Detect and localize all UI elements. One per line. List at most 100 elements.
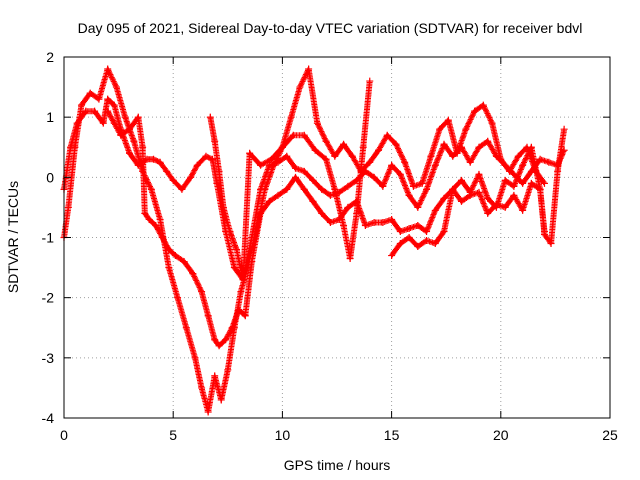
data-point xyxy=(519,206,527,214)
data-point xyxy=(292,164,300,172)
data-point xyxy=(300,131,308,139)
data-point xyxy=(204,312,212,320)
data-point xyxy=(383,131,391,139)
data-point xyxy=(471,107,479,115)
data-point xyxy=(211,137,219,145)
data-point xyxy=(95,95,103,103)
data-point xyxy=(283,185,291,193)
data-point xyxy=(545,158,553,166)
y-tick-label: -1 xyxy=(42,230,55,246)
data-point xyxy=(165,246,173,254)
x-tick-label: 0 xyxy=(60,427,68,443)
data-point xyxy=(313,119,321,127)
y-tick-label: -2 xyxy=(42,290,55,306)
data-point xyxy=(104,95,112,103)
data-point xyxy=(156,215,164,223)
x-tick-label: 20 xyxy=(493,427,509,443)
data-point xyxy=(215,342,223,350)
data-point xyxy=(436,125,444,133)
data-point xyxy=(431,206,439,214)
data-point xyxy=(344,203,352,211)
data-point xyxy=(466,158,474,166)
data-point xyxy=(396,240,404,248)
data-point xyxy=(318,185,326,193)
data-point xyxy=(217,396,225,404)
data-point xyxy=(143,155,151,163)
data-point xyxy=(228,324,236,332)
data-point xyxy=(110,119,118,127)
data-point xyxy=(431,240,439,248)
data-point xyxy=(141,209,149,217)
data-point xyxy=(305,65,313,73)
data-point xyxy=(309,197,317,205)
data-point xyxy=(110,101,118,109)
data-point xyxy=(235,306,243,314)
data-point xyxy=(540,179,548,187)
series-track-2 xyxy=(60,65,548,416)
y-axis-label: SDTVAR / TECUs xyxy=(5,181,21,293)
data-point xyxy=(206,113,214,121)
data-point xyxy=(540,230,548,238)
data-point xyxy=(560,125,568,133)
data-point xyxy=(423,185,431,193)
data-point xyxy=(71,143,79,151)
data-point xyxy=(414,203,422,211)
data-point xyxy=(171,252,179,260)
data-point xyxy=(519,179,527,187)
data-point xyxy=(392,140,400,148)
data-point xyxy=(104,107,112,115)
data-point xyxy=(340,140,348,148)
data-point xyxy=(211,372,219,380)
y-tick-label: 2 xyxy=(46,49,54,65)
data-point xyxy=(501,176,509,184)
x-tick-label: 5 xyxy=(169,427,177,443)
data-point xyxy=(237,288,245,296)
data-point xyxy=(340,221,348,229)
data-point xyxy=(484,194,492,202)
data-point xyxy=(405,191,413,199)
data-point xyxy=(265,197,273,205)
data-point xyxy=(239,276,247,284)
data-point xyxy=(506,167,514,175)
data-point xyxy=(370,218,378,226)
data-point xyxy=(547,240,555,248)
data-point xyxy=(130,137,138,145)
data-point xyxy=(202,152,210,160)
data-point xyxy=(147,185,155,193)
data-point xyxy=(126,125,134,133)
data-point xyxy=(292,173,300,181)
data-point xyxy=(366,77,374,85)
data-point xyxy=(211,336,219,344)
data-point xyxy=(326,191,334,199)
data-point xyxy=(405,234,413,241)
data-point xyxy=(519,161,527,169)
data-point xyxy=(204,408,212,416)
data-point xyxy=(322,155,330,163)
data-point xyxy=(226,227,234,235)
data-point xyxy=(215,167,223,175)
series-track-1 xyxy=(60,95,568,284)
series-track-4 xyxy=(206,77,374,284)
data-point xyxy=(388,215,396,223)
data-point xyxy=(379,218,387,226)
data-point xyxy=(112,83,120,91)
x-tick-label: 15 xyxy=(384,427,400,443)
data-point xyxy=(449,185,457,193)
data-point xyxy=(187,173,195,181)
data-point xyxy=(449,152,457,160)
data-point xyxy=(396,227,404,235)
data-point xyxy=(134,113,142,121)
data-point xyxy=(510,170,518,178)
data-point xyxy=(198,384,206,392)
data-point xyxy=(466,188,474,196)
data-point xyxy=(374,146,382,154)
data-point xyxy=(287,113,295,121)
data-point xyxy=(77,101,85,109)
data-point xyxy=(453,149,461,157)
data-point xyxy=(86,89,94,97)
data-point xyxy=(64,203,72,211)
data-point xyxy=(514,152,522,160)
data-point xyxy=(209,155,217,163)
data-point xyxy=(510,191,518,199)
